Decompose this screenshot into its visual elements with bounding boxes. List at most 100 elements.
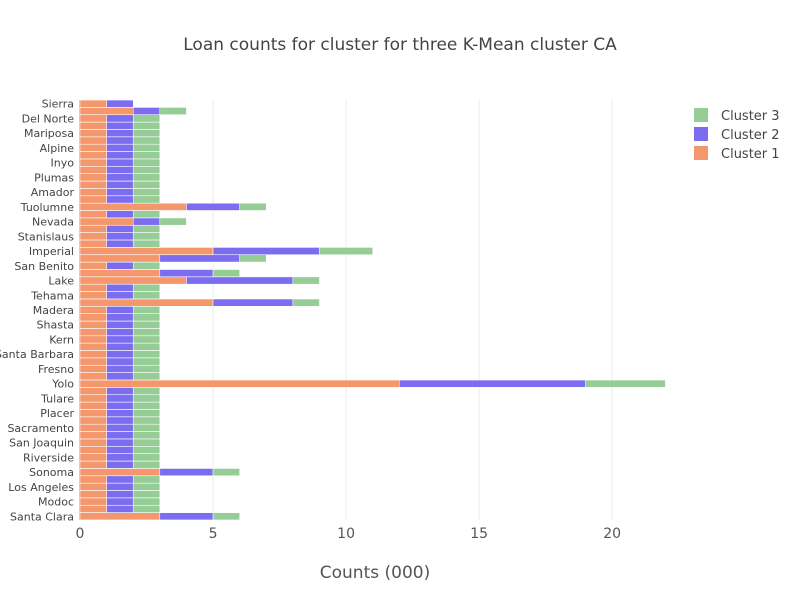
bar-cluster-1 (79, 357, 107, 366)
y-tick-label: Plumas (34, 171, 74, 184)
bar-cluster-3 (132, 490, 161, 499)
bar-cluster-3 (132, 261, 161, 270)
bar-cluster-1 (79, 136, 107, 145)
bar-cluster-2 (106, 306, 134, 314)
bar-cluster-1 (79, 225, 107, 233)
bar-cluster-1 (79, 453, 107, 462)
legend-item-cluster-1[interactable]: Cluster 1 (694, 146, 780, 162)
bar-cluster-1 (79, 431, 107, 440)
bar-cluster-1 (79, 173, 107, 182)
y-tick-label: Sonoma (29, 466, 74, 479)
bar-cluster-2 (159, 468, 214, 476)
bar-cluster-1 (79, 298, 214, 307)
y-tick-label: Madera (33, 304, 74, 317)
x-axis: 0 5 10 15 20 (76, 526, 622, 542)
y-tick-label: Stanislaus (18, 230, 75, 243)
bar-cluster-3 (239, 254, 267, 263)
bar-cluster-3 (132, 114, 161, 123)
y-tick-label: Tehama (30, 289, 74, 302)
y-tick-label: Inyo (51, 157, 75, 170)
legend-item-cluster-3[interactable]: Cluster 3 (694, 108, 780, 124)
bar-cluster-1 (79, 328, 107, 336)
bar-cluster-2 (106, 372, 134, 381)
y-tick-label: Amador (31, 186, 75, 199)
bar-cluster-1 (79, 195, 107, 204)
y-tick-label: Riverside (23, 451, 74, 464)
bar-cluster-3 (132, 365, 161, 373)
bar-cluster-2 (106, 401, 134, 410)
bar-cluster-2 (106, 313, 134, 322)
bar-cluster-1 (79, 416, 107, 425)
bar-cluster-3 (132, 438, 161, 447)
x-tick-label: 5 (209, 526, 218, 542)
bar-cluster-3 (132, 306, 161, 314)
bar-cluster-2 (106, 438, 134, 447)
bar-cluster-1 (79, 291, 107, 300)
bar-cluster-2 (106, 232, 134, 241)
bar-cluster-2 (106, 365, 134, 373)
y-tick-label: Modoc (38, 496, 74, 509)
bar-cluster-1 (79, 306, 107, 314)
bar-cluster-1 (79, 144, 107, 152)
bar-cluster-3 (132, 225, 161, 233)
bar-cluster-2 (106, 490, 134, 499)
bar-cluster-1 (79, 497, 107, 506)
bar-cluster-2 (106, 350, 134, 359)
legend[interactable]: Cluster 3 Cluster 2 Cluster 1 (694, 108, 780, 162)
bar-cluster-2 (106, 475, 134, 484)
bar-cluster-1 (79, 468, 161, 476)
bar-cluster-2 (106, 291, 134, 300)
bar-cluster-3 (132, 394, 161, 403)
bar-cluster-3 (319, 247, 373, 255)
bar-cluster-2 (106, 409, 134, 418)
bar-cluster-3 (132, 144, 161, 152)
bar-cluster-3 (132, 180, 161, 189)
bar-cluster-2 (106, 387, 134, 395)
bar-cluster-2 (106, 497, 134, 506)
y-tick-label: Santa Barbara (0, 348, 74, 361)
bar-cluster-2 (106, 424, 134, 432)
y-tick-label: Tulare (40, 392, 74, 405)
bar-cluster-3 (132, 505, 161, 513)
bar-cluster-2 (106, 416, 134, 425)
y-tick-label: San Joaquin (9, 437, 74, 450)
bar-cluster-2 (106, 144, 134, 152)
y-tick-label: Yolo (51, 378, 74, 391)
bar-cluster-3 (132, 431, 161, 440)
bar-cluster-1 (79, 166, 107, 174)
bar-cluster-3 (212, 269, 240, 278)
y-tick-label: Sierra (42, 98, 74, 111)
bar-cluster-1 (79, 446, 107, 454)
legend-label: Cluster 3 (721, 109, 780, 124)
bar-cluster-3 (132, 136, 161, 145)
bar-cluster-1 (79, 114, 107, 123)
bar-cluster-1 (79, 335, 107, 344)
bar-cluster-2 (186, 202, 240, 211)
bar-cluster-1 (79, 394, 107, 403)
bar-cluster-1 (79, 284, 107, 292)
bar-cluster-2 (106, 180, 134, 189)
bar-cluster-2 (106, 394, 134, 403)
bar-cluster-1 (79, 202, 187, 211)
bar-cluster-1 (79, 158, 107, 167)
bar-cluster-3 (132, 357, 161, 366)
bars (79, 99, 666, 521)
x-tick-label: 20 (603, 526, 621, 542)
bar-cluster-2 (186, 276, 294, 285)
bar-cluster-2 (106, 129, 134, 138)
bar-cluster-1 (79, 232, 107, 241)
bar-cluster-1 (79, 121, 107, 130)
bar-cluster-2 (106, 505, 134, 513)
bar-cluster-2 (212, 298, 294, 307)
legend-item-cluster-2[interactable]: Cluster 2 (694, 127, 780, 143)
y-tick-label: Alpine (40, 142, 75, 155)
bar-cluster-2 (106, 431, 134, 440)
bar-cluster-1 (79, 365, 107, 373)
bar-cluster-1 (79, 512, 161, 521)
bar-cluster-1 (79, 217, 134, 226)
bar-cluster-3 (292, 298, 320, 307)
bar-cluster-2 (212, 247, 320, 255)
bar-cluster-2 (106, 453, 134, 462)
